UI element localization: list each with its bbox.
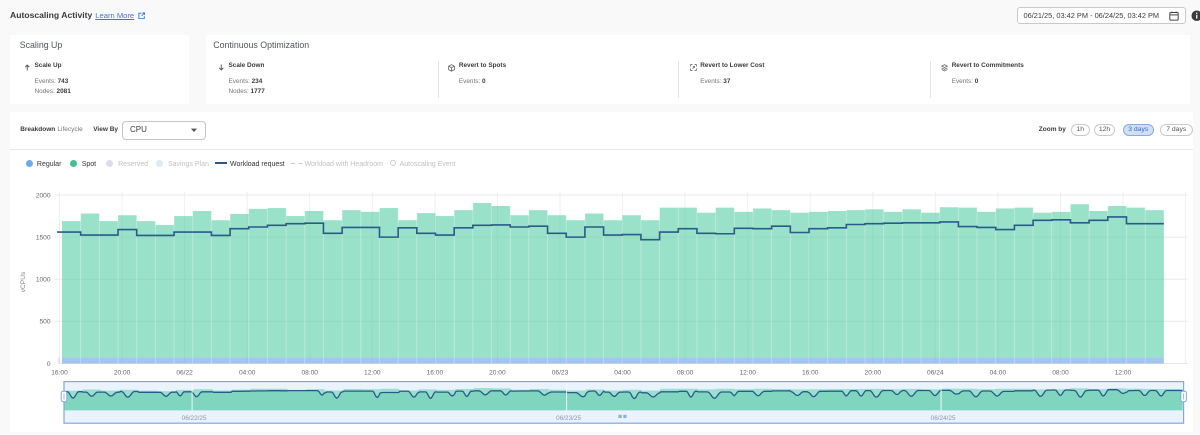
- svg-text:500: 500: [39, 319, 50, 326]
- svg-text:12:00: 12:00: [364, 369, 381, 376]
- svg-text:16:00: 16:00: [427, 369, 444, 376]
- svg-text:08:00: 08:00: [301, 369, 318, 376]
- svg-text:04:00: 04:00: [614, 369, 631, 376]
- svg-text:06/23/25: 06/23/25: [556, 415, 581, 422]
- svg-text:04:00: 04:00: [990, 369, 1007, 376]
- svg-text:06/24/25: 06/24/25: [931, 415, 956, 422]
- svg-text:20:00: 20:00: [865, 369, 882, 376]
- svg-text:20:00: 20:00: [114, 369, 131, 376]
- svg-text:08:00: 08:00: [677, 369, 694, 376]
- svg-text:06/24: 06/24: [927, 369, 944, 376]
- svg-text:16:00: 16:00: [802, 369, 819, 376]
- svg-text:12:00: 12:00: [1115, 369, 1132, 376]
- svg-text:04:00: 04:00: [239, 369, 256, 376]
- svg-text:vCPUs: vCPUs: [20, 271, 27, 292]
- svg-text:1500: 1500: [36, 234, 51, 241]
- svg-text:2000: 2000: [36, 192, 51, 199]
- svg-text:0: 0: [47, 361, 51, 368]
- svg-text:20:00: 20:00: [489, 369, 506, 376]
- svg-text:06/23: 06/23: [552, 369, 569, 376]
- svg-text:06/22: 06/22: [176, 369, 193, 376]
- svg-text:12:00: 12:00: [739, 369, 756, 376]
- svg-text:16:00: 16:00: [51, 369, 68, 376]
- svg-text:08:00: 08:00: [1052, 369, 1069, 376]
- svg-text:06/22/25: 06/22/25: [182, 415, 207, 422]
- svg-text:1000: 1000: [36, 277, 51, 284]
